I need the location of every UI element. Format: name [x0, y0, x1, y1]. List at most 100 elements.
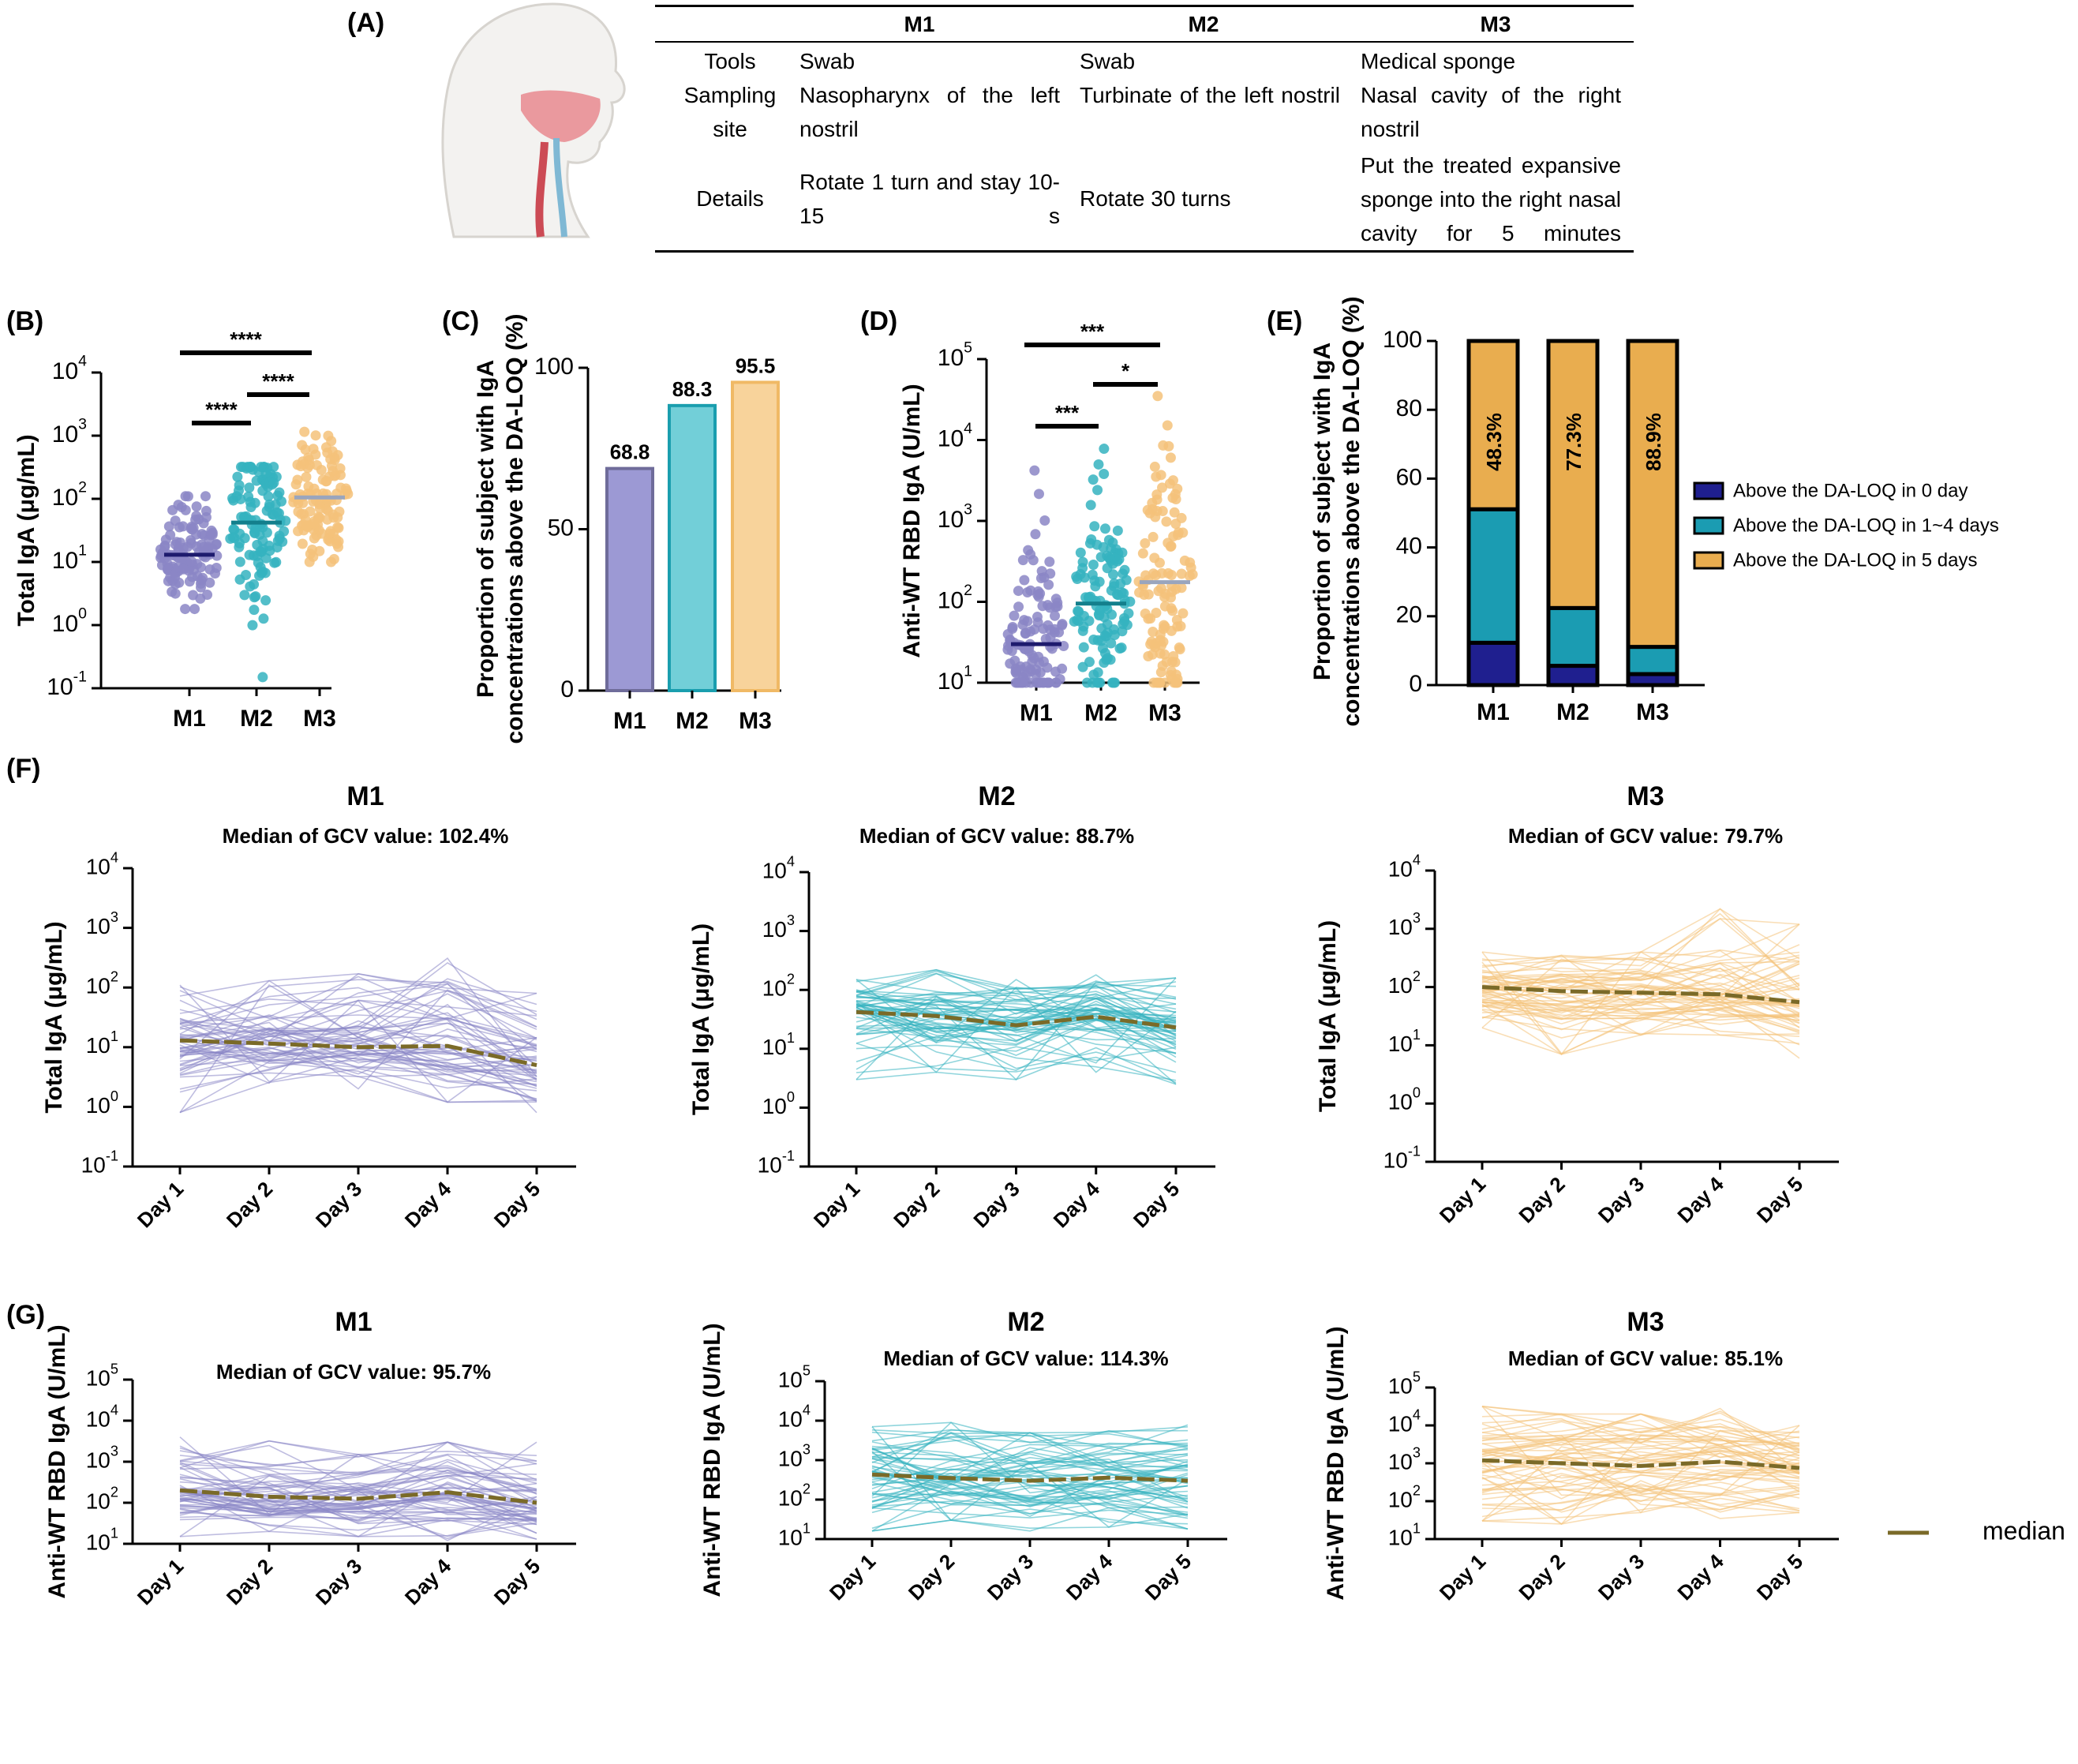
y-axis-title-line1: Proportion of subject with IgA [473, 360, 499, 698]
table-bottom-rule [655, 250, 1634, 253]
data-point [198, 518, 209, 529]
subject-line [856, 968, 1177, 1010]
y-tick-label: 103 [938, 501, 972, 533]
y-axis-title: Total IgA (μg/mL) [13, 434, 39, 626]
data-point [1073, 616, 1084, 627]
data-point [260, 595, 271, 606]
data-point [323, 430, 334, 441]
y-tick-label: 102 [1388, 968, 1421, 998]
data-point [1165, 669, 1176, 680]
significance-label: **** [230, 328, 262, 351]
data-point [335, 463, 346, 474]
cell-tools-m3: Medical sponge [1361, 49, 1516, 73]
stacked-segment [1466, 339, 1520, 511]
stacked-segment [1466, 640, 1520, 687]
data-point [332, 512, 343, 523]
data-point [1114, 643, 1125, 654]
y-axis-title: Anti-WT RBD IgA (U/mL) [699, 1323, 725, 1597]
cell-site-m2: Turbinate of the left nostril [1080, 83, 1340, 107]
data-point [198, 541, 209, 552]
y-tick-label: 10-1 [758, 1148, 795, 1177]
data-point [1090, 581, 1101, 592]
data-point [1009, 610, 1020, 621]
x-tick-label: Day 1 [809, 1177, 864, 1232]
data-point [268, 478, 279, 489]
data-point [186, 556, 197, 567]
subject-line [856, 970, 1177, 1018]
x-tick-label: Day 5 [489, 1554, 545, 1609]
cell-details-m2: Rotate 30 turns [1080, 186, 1231, 211]
data-point [1106, 638, 1117, 649]
subject-line [179, 1497, 537, 1534]
data-point [1033, 586, 1044, 597]
bar-percent-label: 88.9% [1642, 413, 1665, 471]
data-point [165, 530, 176, 541]
y-tick-label: 101 [1388, 1520, 1421, 1549]
data-point [196, 582, 207, 593]
x-tick-label: M1 [173, 706, 206, 732]
data-point [308, 444, 319, 455]
table-header-rule [655, 41, 1634, 43]
data-point [263, 491, 274, 502]
subject-line [179, 1493, 537, 1514]
data-point [178, 564, 189, 575]
bar-value-label: 95.5 [736, 354, 776, 377]
x-tick-label: Day 4 [400, 1554, 456, 1610]
x-tick-label: Day 4 [1049, 1177, 1105, 1233]
panel-label-g: (G) [6, 1300, 45, 1330]
stacked-segment [1546, 339, 1600, 610]
x-tick-label: Day 5 [1752, 1549, 1807, 1605]
subject-line [856, 977, 1177, 1002]
panel-label-e: (E) [1267, 306, 1302, 336]
data-point [244, 482, 255, 493]
data-point [1087, 569, 1098, 580]
table-top-rule [655, 5, 1634, 7]
y-axis-title-line2: concentrations above the DA-LOQ (%) [1339, 296, 1365, 726]
data-point [159, 541, 170, 552]
data-point [1010, 666, 1021, 677]
y-tick-label: 103 [1388, 910, 1421, 939]
chart-subtitle: Median of GCV value: 88.7% [859, 824, 1134, 848]
data-point [1081, 677, 1092, 688]
x-tick-label: M1 [613, 708, 646, 734]
data-point [1078, 642, 1089, 653]
subject-line [1481, 979, 1800, 1008]
chart-subtitle: Median of GCV value: 95.7% [216, 1360, 491, 1384]
data-point [322, 514, 333, 525]
subject-line [1481, 1429, 1800, 1466]
y-tick-label: 10-1 [81, 1148, 118, 1177]
data-point [274, 487, 285, 498]
data-point [1013, 601, 1024, 612]
subject-line [179, 1018, 537, 1081]
data-point [264, 541, 275, 552]
chart-title: M1 [335, 1307, 372, 1337]
data-point [1166, 625, 1177, 636]
line-chart-g-m3: M3 Median of GCV value: 85.1% 101 102 103 104… [1323, 1307, 1839, 1605]
y-tick-label: 103 [762, 912, 795, 942]
significance-label: *** [1080, 320, 1105, 343]
subject-line [1481, 967, 1800, 1028]
subject-line [179, 1037, 537, 1078]
bar [731, 380, 780, 692]
data-point [1029, 465, 1040, 476]
y-tick-label: 103 [52, 416, 87, 448]
x-tick-label: Day 5 [1752, 1172, 1807, 1227]
data-point [1045, 568, 1056, 579]
data-point [1155, 582, 1166, 594]
x-tick-label: M2 [1084, 700, 1118, 726]
subject-line [856, 1010, 1177, 1071]
y-tick-label: 101 [86, 1028, 118, 1058]
subject-line [1481, 908, 1800, 967]
table-header-m2: M2 [1188, 12, 1219, 36]
y-tick-label: 80 [1396, 395, 1422, 421]
data-point [249, 526, 260, 537]
significance-label: **** [205, 398, 238, 421]
median-legend-label: median [1983, 1516, 2065, 1545]
data-point [1107, 569, 1118, 580]
panel-label-a: (A) [347, 8, 384, 38]
x-tick-label: Day 1 [825, 1549, 880, 1605]
data-point [245, 501, 256, 512]
x-tick-label: Day 2 [1514, 1172, 1569, 1227]
panel-label-b: (B) [6, 306, 43, 336]
data-point [1107, 677, 1118, 688]
